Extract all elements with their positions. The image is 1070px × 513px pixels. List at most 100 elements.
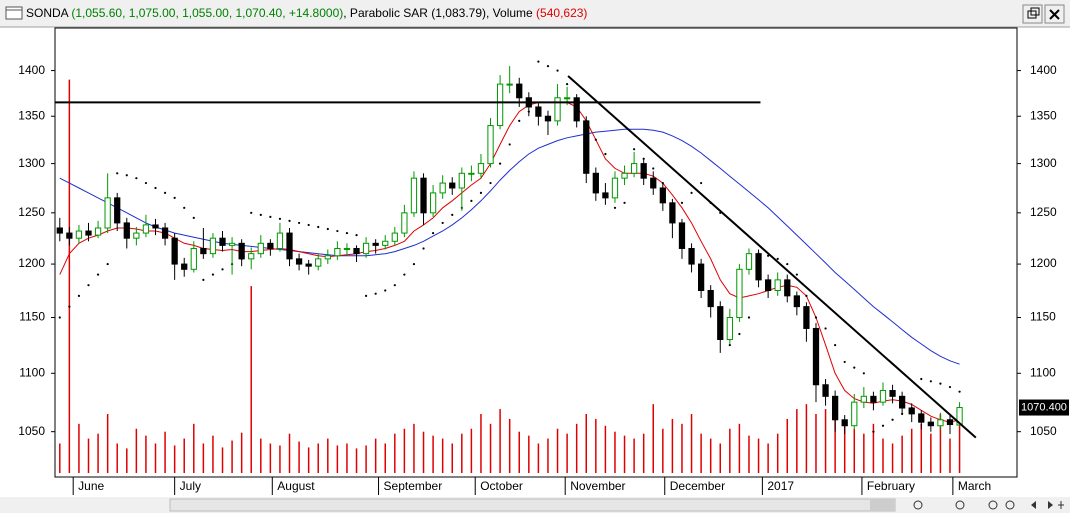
candle-body xyxy=(611,177,619,199)
candle-body xyxy=(353,247,360,255)
candle-body xyxy=(870,395,877,403)
candle-body xyxy=(449,182,456,189)
candle-body xyxy=(621,172,628,179)
candle-body xyxy=(650,177,657,189)
candle-body xyxy=(477,163,485,174)
sar-dot xyxy=(68,305,71,308)
candle-body xyxy=(305,263,312,267)
sar-dot xyxy=(250,211,253,214)
sar-dot xyxy=(633,148,636,151)
sar-dot xyxy=(202,278,205,281)
scroll-thumb[interactable] xyxy=(870,499,894,511)
sar-dot xyxy=(269,215,272,218)
sar-dot xyxy=(776,257,779,260)
icon[interactable] xyxy=(988,500,998,510)
sar-dot xyxy=(690,191,693,195)
candle-body xyxy=(554,97,561,122)
icon[interactable] xyxy=(1048,501,1053,509)
sar-dot xyxy=(537,60,540,63)
icon[interactable] xyxy=(955,500,965,510)
candle-body xyxy=(334,247,341,257)
candle-body xyxy=(66,232,73,239)
candle-body xyxy=(899,395,906,409)
candle-body xyxy=(114,197,121,224)
y-tick-label-right: 1350 xyxy=(1030,108,1057,122)
sar-dot xyxy=(843,360,846,364)
sar-dot xyxy=(747,316,751,319)
header-text: SONDA (1,055.60, 1,075.00, 1,055.00, 1,0… xyxy=(26,6,587,20)
candle-body xyxy=(420,177,427,214)
candle-body xyxy=(123,222,130,239)
sar-dot xyxy=(355,234,358,237)
candle-body xyxy=(822,384,829,397)
candle-body xyxy=(755,253,762,281)
y-tick-label: 1150 xyxy=(19,310,45,324)
candle-body xyxy=(697,263,705,291)
candle-body xyxy=(841,419,848,427)
y-tick-label-right: 1400 xyxy=(1030,63,1057,77)
quote: (1,055.60, 1,075.00, 1,055.00, 1,070.40,… xyxy=(71,6,343,20)
candle-body xyxy=(688,247,695,265)
sar-dot xyxy=(87,284,90,287)
sar-dot xyxy=(326,227,329,231)
icon[interactable] xyxy=(1005,500,1015,510)
sar-dot xyxy=(77,294,81,297)
y-tick-label: 1200 xyxy=(18,256,45,270)
sar-dot xyxy=(948,385,952,389)
x-tick-label: September xyxy=(384,479,443,493)
icon[interactable] xyxy=(1058,501,1064,509)
sar-dot xyxy=(154,186,157,190)
candle-body xyxy=(209,237,217,255)
sar-dot xyxy=(814,316,818,319)
sar-dot xyxy=(652,167,655,170)
candle-body xyxy=(726,316,733,341)
icon[interactable] xyxy=(1031,501,1036,509)
y-tick-label-right: 1250 xyxy=(1030,205,1057,219)
icon[interactable] xyxy=(913,500,923,510)
sar-dot xyxy=(489,181,492,185)
candle-body xyxy=(429,192,437,214)
candle-body xyxy=(640,163,647,179)
sar-dot xyxy=(278,217,282,220)
candle-body xyxy=(458,172,465,189)
sar-dot xyxy=(345,231,349,235)
sar-dot xyxy=(211,273,215,276)
sar-dot xyxy=(556,69,559,72)
sar-dot xyxy=(613,206,617,209)
sar-dot xyxy=(891,418,894,421)
x-tick-label: February xyxy=(867,479,915,493)
candle-body xyxy=(324,255,331,260)
sar-dot xyxy=(403,273,406,276)
sar-dot xyxy=(288,219,291,222)
sar-dot xyxy=(58,316,61,319)
candle-body xyxy=(372,242,379,246)
sar-dot xyxy=(297,221,301,225)
candle-body xyxy=(592,172,599,194)
candle-body xyxy=(200,247,207,255)
trendline xyxy=(567,75,977,439)
scrollbar[interactable] xyxy=(169,498,896,512)
candle-body xyxy=(267,242,274,249)
y-tick-label-right: 1150 xyxy=(1030,310,1056,324)
sar-dot xyxy=(929,380,932,383)
sar-dot xyxy=(317,225,320,229)
candle-body xyxy=(133,232,140,239)
candle-body xyxy=(161,227,169,239)
x-tick-label: August xyxy=(277,479,315,493)
title-bar xyxy=(0,0,1070,27)
sar-dot xyxy=(786,262,789,266)
sar-dot xyxy=(958,390,961,393)
symbol: SONDA xyxy=(26,6,69,20)
candle-body xyxy=(181,263,188,270)
candle-body xyxy=(104,197,111,229)
y-tick-label: 1300 xyxy=(18,156,45,170)
candle-body xyxy=(879,390,887,403)
candle-body xyxy=(630,163,638,174)
toolbar-icons[interactable] xyxy=(913,500,1064,510)
x-tick-label: 2017 xyxy=(767,479,794,493)
sar-dot xyxy=(183,206,186,209)
y-tick-label-right: 1050 xyxy=(1030,424,1057,438)
candle-body xyxy=(793,295,800,308)
candle-body xyxy=(889,390,896,397)
candle-body xyxy=(535,106,542,117)
